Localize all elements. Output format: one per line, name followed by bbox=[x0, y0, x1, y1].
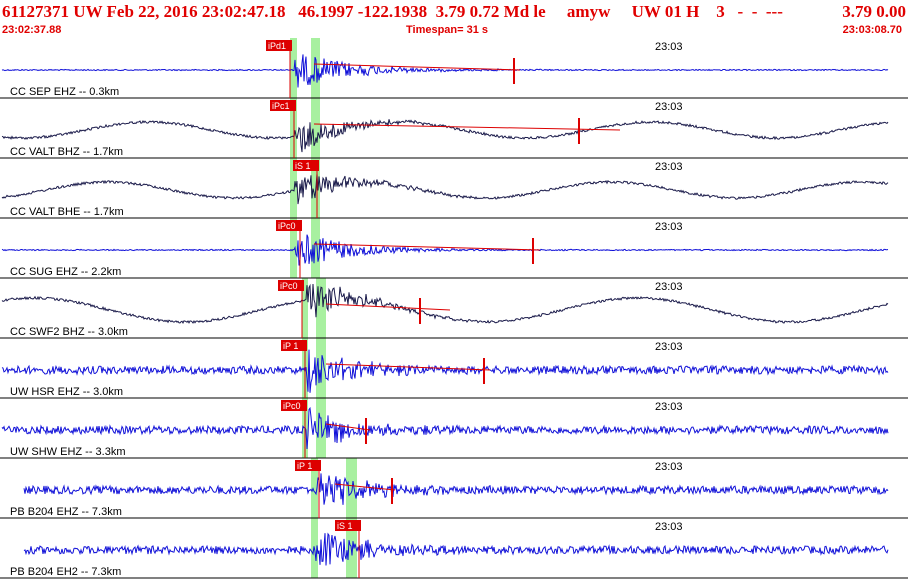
seismogram-panel[interactable]: iPd1 23:03 CC SEP EHZ -- 0.3km iPc1 23:03 CC … bbox=[0, 38, 908, 580]
waveform bbox=[1, 349, 889, 393]
waveform bbox=[23, 473, 889, 505]
coda-line bbox=[325, 363, 491, 371]
trace-time-label: 23:03 bbox=[655, 461, 683, 473]
pick-label: iPc0 bbox=[283, 401, 301, 411]
trace-time-label: 23:03 bbox=[655, 521, 683, 533]
s-pick-window bbox=[316, 338, 326, 398]
pick-marker[interactable] bbox=[293, 160, 319, 171]
p-pick-window bbox=[311, 458, 318, 518]
station-label: CC VALT BHZ -- 1.7km bbox=[10, 146, 123, 158]
event-title: 61127371 UW Feb 22, 2016 23:02:47.18 46.… bbox=[2, 2, 783, 21]
p-pick-window bbox=[290, 38, 297, 98]
waveform bbox=[1, 119, 889, 153]
pick-label: iS 1 bbox=[295, 161, 311, 171]
coda-line bbox=[325, 423, 371, 431]
pick-marker[interactable] bbox=[281, 400, 307, 411]
station-label: PB B204 EH2 -- 7.3km bbox=[10, 566, 121, 578]
waveform bbox=[23, 532, 889, 566]
s-pick-window bbox=[311, 218, 320, 278]
end-time: 23:03:08.70 bbox=[842, 24, 902, 36]
pick-marker[interactable] bbox=[295, 460, 321, 471]
pick-label: iPc1 bbox=[272, 101, 290, 111]
p-pick-window bbox=[290, 218, 297, 278]
station-label: UW SHW EHZ -- 3.3km bbox=[10, 446, 126, 458]
pick-marker[interactable] bbox=[276, 220, 302, 231]
header: 61127371 UW Feb 22, 2016 23:02:47.18 46.… bbox=[0, 0, 908, 38]
s-pick-window bbox=[311, 98, 320, 158]
trace-row[interactable]: iS 1 23:03 CC VALT BHE -- 1.7km bbox=[0, 160, 908, 219]
station-label: CC VALT BHE -- 1.7km bbox=[10, 206, 124, 218]
trace-row[interactable]: iP 1 23:03 PB B204 EHZ -- 7.3km bbox=[0, 460, 908, 519]
trace-time-label: 23:03 bbox=[655, 161, 683, 173]
waveform bbox=[1, 173, 889, 205]
station-label: CC SUG EHZ -- 2.2km bbox=[10, 266, 121, 278]
trace-time-label: 23:03 bbox=[655, 41, 683, 53]
waveform bbox=[1, 406, 889, 450]
s-pick-window bbox=[316, 278, 326, 338]
pick-label: iP 1 bbox=[297, 461, 312, 471]
p-pick-window bbox=[290, 158, 297, 218]
p-pick-window bbox=[302, 278, 308, 338]
station-label: PB B204 EHZ -- 7.3km bbox=[10, 506, 122, 518]
waveform bbox=[1, 54, 889, 88]
pick-marker[interactable] bbox=[335, 520, 361, 531]
trace-row[interactable]: iP 1 23:03 UW HSR EHZ -- 3.0km bbox=[0, 340, 908, 399]
coda-line bbox=[313, 123, 621, 131]
s-pick-window bbox=[311, 38, 320, 98]
trace-row[interactable]: iPc1 23:03 CC VALT BHZ -- 1.7km bbox=[0, 100, 908, 159]
s-pick-window bbox=[316, 398, 326, 458]
event-magnitude-summary: 3.79 0.00 bbox=[842, 2, 906, 21]
pick-label: iPc0 bbox=[280, 281, 298, 291]
pick-marker[interactable] bbox=[281, 340, 307, 351]
pick-label: iPc0 bbox=[278, 221, 296, 231]
coda-line bbox=[313, 63, 521, 71]
pick-label: iPd1 bbox=[268, 41, 286, 51]
trace-row[interactable]: iPc0 23:03 CC SWF2 BHZ -- 3.0km bbox=[0, 280, 908, 339]
s-pick-window bbox=[346, 458, 357, 518]
trace-row[interactable]: iPc0 23:03 UW SHW EHZ -- 3.3km bbox=[0, 400, 908, 459]
coda-line bbox=[334, 483, 396, 491]
timespan-label: Timespan= 31 s bbox=[406, 24, 489, 36]
trace-time-label: 23:03 bbox=[655, 401, 683, 413]
start-time: 23:02:37.88 bbox=[2, 24, 62, 36]
trace-row[interactable]: iPd1 23:03 CC SEP EHZ -- 0.3km bbox=[0, 40, 908, 99]
station-label: UW HSR EHZ -- 3.0km bbox=[10, 386, 123, 398]
trace-row[interactable]: iS 1 23:03 PB B204 EH2 -- 7.3km bbox=[0, 520, 908, 579]
trace-time-label: 23:03 bbox=[655, 341, 683, 353]
pick-label: iS 1 bbox=[337, 521, 353, 531]
pick-marker[interactable] bbox=[266, 40, 292, 51]
trace-time-label: 23:03 bbox=[655, 281, 683, 293]
waveform bbox=[1, 234, 889, 266]
waveform bbox=[1, 283, 889, 324]
pick-marker[interactable] bbox=[270, 100, 296, 111]
trace-time-label: 23:03 bbox=[655, 221, 683, 233]
station-label: CC SWF2 BHZ -- 3.0km bbox=[10, 326, 128, 338]
coda-line bbox=[325, 303, 451, 311]
pick-label: iP 1 bbox=[283, 341, 298, 351]
trace-row[interactable]: iPc0 23:03 CC SUG EHZ -- 2.2km bbox=[0, 220, 908, 279]
coda-line bbox=[313, 243, 541, 251]
station-label: CC SEP EHZ -- 0.3km bbox=[10, 86, 119, 98]
trace-time-label: 23:03 bbox=[655, 101, 683, 113]
pick-marker[interactable] bbox=[278, 280, 304, 291]
